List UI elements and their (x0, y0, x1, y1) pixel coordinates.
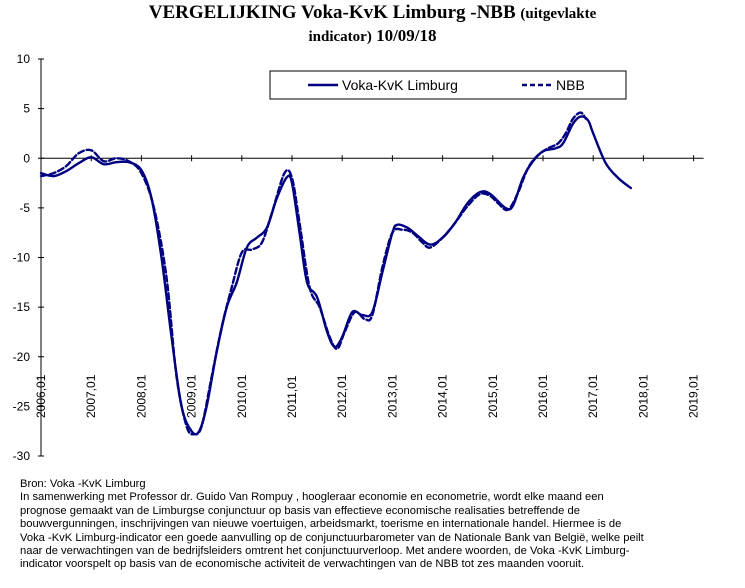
chart-legend: Voka-KvK Limburg NBB (269, 70, 627, 100)
footer-line: In samenwerking met Professor dr. Guido … (20, 491, 604, 504)
chart-axes: 10 5 0 -5 -10 -15 -20 -25 -30 2006,01 2007,01 2008,… (13, 52, 704, 463)
x-tick-label: 2015,01 (486, 374, 500, 418)
x-tick-label: 2009,01 (185, 374, 199, 418)
chart-title: VERGELIJKING Voka-KvK Limburg -NBB (uitg… (0, 2, 745, 48)
y-tick-label: -5 (19, 201, 30, 215)
series-line-nbb (39, 111, 587, 436)
y-tick-label: -25 (13, 399, 31, 413)
x-tick-label: 2011,01 (285, 375, 299, 418)
chart-series-layer (39, 111, 633, 436)
x-tick-label: 2013,01 (385, 374, 399, 418)
chart-title-date: 10/09/18 (376, 26, 437, 45)
x-tick-label: 2019,01 (687, 374, 701, 418)
x-tick-label: 2006,01 (34, 374, 48, 418)
y-tick-label: 10 (17, 52, 31, 66)
x-tick-label: 2014,01 (436, 374, 450, 418)
y-tick-label: -15 (13, 300, 31, 314)
x-tick-label: 2012,01 (335, 374, 349, 418)
y-tick-label: -30 (13, 449, 31, 463)
chart-svg: 10 5 0 -5 -10 -15 -20 -25 -30 2006,01 2007,01 2008,… (13, 52, 704, 463)
x-tick-label: 2008,01 (134, 374, 148, 418)
y-tick-label: 0 (23, 151, 30, 165)
x-tick-label: 2016,01 (536, 374, 550, 418)
footer-line: bouwvergunningen, inschrijvingen van nie… (20, 518, 622, 531)
footer-line: indicator voorspelt op basis van de econ… (20, 558, 585, 571)
y-tick-label: 5 (23, 102, 30, 116)
footer-line: Voka -KvK Limburg-indicator een goede aa… (20, 531, 644, 544)
footer-source: Bron: Voka -KvK Limburg (20, 478, 146, 490)
x-tick-label: 2017,01 (586, 374, 600, 418)
legend-box (269, 70, 627, 100)
x-tick-label: 2007,01 (84, 374, 98, 418)
x-tick-label: 2018,01 (636, 374, 650, 418)
y-tick-label: -20 (13, 350, 31, 364)
footer-line: naar de verwachtingen van de bedrijfslei… (20, 545, 630, 558)
footer-line: prognose gemaakt van de Limburgse conjun… (20, 504, 580, 517)
legend-label-nbb: NBB (556, 77, 585, 93)
chart-footer: Bron: Voka -KvK Limburg In samenwerking … (20, 478, 735, 572)
x-tick-label: 2010,01 (235, 374, 249, 418)
y-tick-label: -10 (13, 251, 31, 265)
chart-title-indicator: indicator) (308, 29, 372, 45)
chart-title-paren: (uitgevlakte (520, 6, 597, 22)
legend-label-voka: Voka-KvK Limburg (342, 77, 458, 93)
chart-title-main: VERGELIJKING Voka-KvK Limburg -NBB (148, 2, 516, 23)
